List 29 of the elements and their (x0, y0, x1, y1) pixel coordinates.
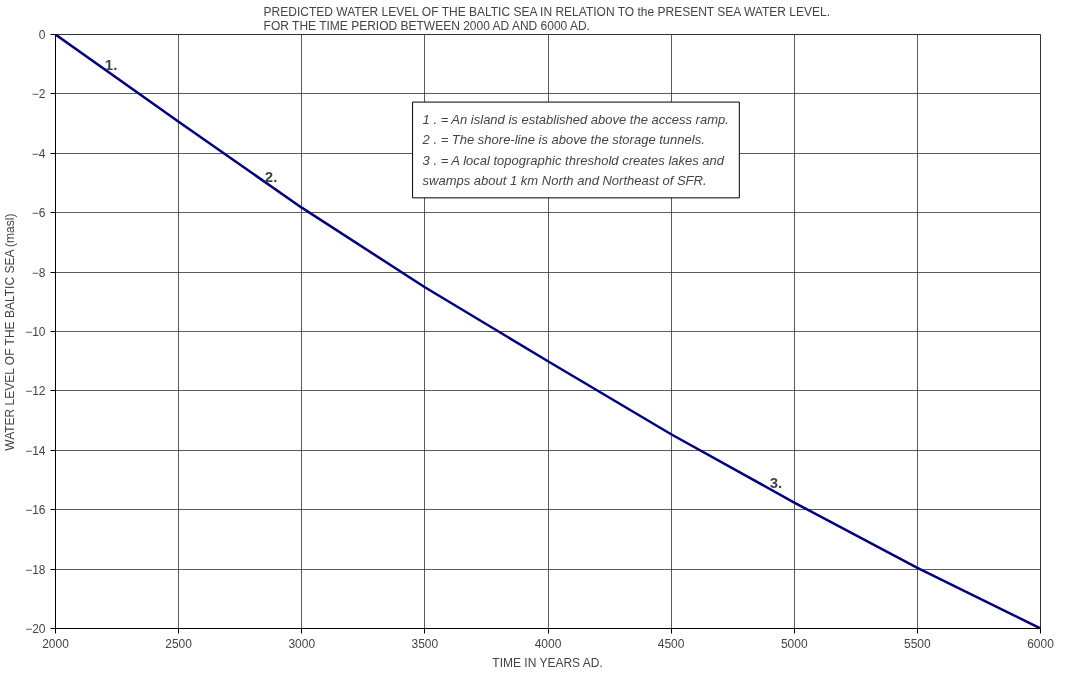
y-tick-label: −8 (31, 265, 46, 280)
annotation: 3. (769, 473, 783, 491)
y-tick-label: −18 (25, 562, 46, 577)
x-tick-label: 4500 (657, 636, 685, 651)
y-tick-label: −16 (25, 503, 46, 518)
y-tick-label: −4 (31, 146, 46, 161)
y-tick-label: −14 (25, 443, 46, 458)
x-tick-label: 3000 (288, 636, 316, 651)
chart-title: PREDICTED WATER LEVEL OF THE BALTIC SEA IN RELATION TO the PRESENT SEA WATER LEVEL. FOR THE TIME PERIOD BETWEEN 2000 AD AND 6000 AD. (263, 4, 830, 33)
x-tick-label: 4000 (534, 636, 562, 651)
x-tick-label: 6000 (1027, 636, 1055, 651)
y-tick-label: −12 (25, 384, 46, 399)
y-tick-label: −2 (31, 87, 46, 102)
annotation: 2. (264, 168, 278, 186)
y-tick-label: 0 (38, 28, 46, 42)
annotation: 3 . = A local topographic threshold creates lakes and swamps about 1 km North and Northeast of SFR. (422, 152, 725, 188)
annotation: 1. (104, 56, 118, 74)
x-tick-label: 5000 (780, 636, 808, 651)
x-axis-title: TIME IN YEARS AD. (492, 655, 603, 670)
x-tick-label: 2000 (42, 636, 70, 651)
y-tick-label: −20 (25, 622, 46, 636)
y-tick-label: −6 (31, 206, 46, 221)
x-tick-label: 2500 (165, 636, 193, 651)
annotation: 2 . = The shore-line is above the storage tunnels. (421, 132, 705, 148)
y-axis-title: WATER LEVEL OF THE BALTIC SEA (masl) (3, 213, 18, 451)
y-tick-label: −10 (25, 325, 46, 339)
annotation: 1 . = An island is established above the access ramp. (422, 112, 729, 128)
x-tick-label: 5500 (904, 636, 932, 651)
x-tick-label: 3500 (411, 636, 439, 651)
